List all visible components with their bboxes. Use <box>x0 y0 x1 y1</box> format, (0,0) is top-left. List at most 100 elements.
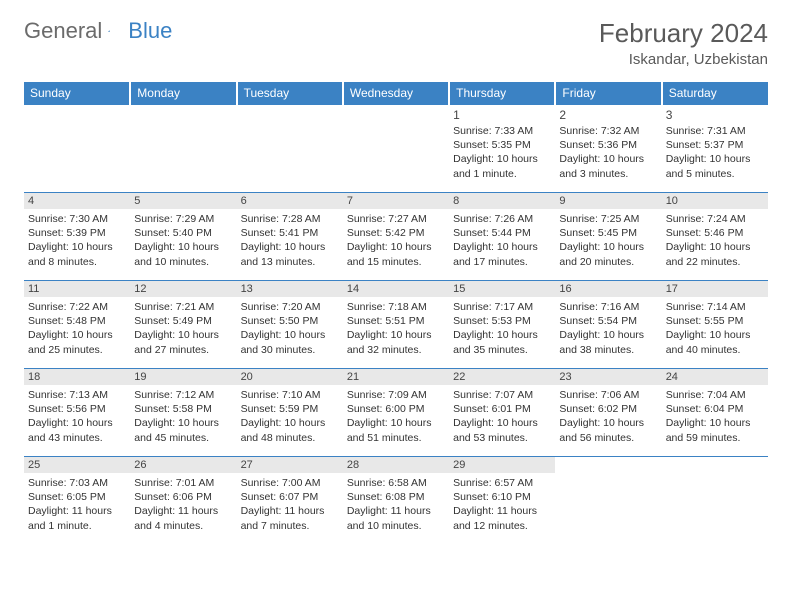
sunset-text: Sunset: 5:46 PM <box>666 226 764 240</box>
calendar-empty-cell <box>662 457 768 545</box>
calendar-day-cell: 13Sunrise: 7:20 AMSunset: 5:50 PMDayligh… <box>237 281 343 369</box>
day-number: 6 <box>237 193 343 209</box>
calendar-day-cell: 14 Sunrise: 7:18 AMSunset: 5:51 PMDayligh… <box>343 281 449 369</box>
calendar-day-cell: 18Sunrise: 7:13 AMSunset: 5:56 PMDayligh… <box>24 369 130 457</box>
calendar-week-row: 25Sunrise: 7:03 AMSunset: 6:05 PMDayligh… <box>24 457 768 545</box>
calendar-day-cell: 26Sunrise: 7:01 AMSunset: 6:06 PMDayligh… <box>130 457 236 545</box>
daylight-text: Daylight: 10 hours and 1 minute. <box>453 152 551 180</box>
day-info: Sunrise: 7:27 AMSunset: 5:42 PMDaylight:… <box>347 212 445 269</box>
day-number: 4 <box>24 193 130 209</box>
sunrise-text: Sunrise: 6:57 AM <box>453 476 551 490</box>
day-number: 23 <box>555 369 661 385</box>
daylight-text: Daylight: 10 hours and 56 minutes. <box>559 416 657 444</box>
daylight-text: Daylight: 10 hours and 5 minutes. <box>666 152 764 180</box>
sunrise-text: Sunrise: 7:30 AM <box>28 212 126 226</box>
calendar-day-cell: 21Sunrise: 7:09 AMSunset: 6:00 PMDayligh… <box>343 369 449 457</box>
daylight-text: Daylight: 11 hours and 1 minute. <box>28 504 126 532</box>
daylight-text: Daylight: 10 hours and 15 minutes. <box>347 240 445 268</box>
day-info: Sunrise: 7:10 AMSunset: 5:59 PMDaylight:… <box>241 388 339 445</box>
sunrise-text: Sunrise: 7:32 AM <box>559 124 657 138</box>
daylight-text: Daylight: 10 hours and 45 minutes. <box>134 416 232 444</box>
sunrise-text: Sunrise: 7:17 AM <box>453 300 551 314</box>
calendar-week-row: 4 Sunrise: 7:30 AMSunset: 5:39 PMDaylight… <box>24 193 768 281</box>
daylight-text: Daylight: 10 hours and 40 minutes. <box>666 328 764 356</box>
calendar-day-cell: 8Sunrise: 7:26 AMSunset: 5:44 PMDaylight… <box>449 193 555 281</box>
sunset-text: Sunset: 6:00 PM <box>347 402 445 416</box>
calendar-day-cell: 6 Sunrise: 7:28 AMSunset: 5:41 PMDaylight… <box>237 193 343 281</box>
day-info: Sunrise: 7:21 AMSunset: 5:49 PMDaylight:… <box>134 300 232 357</box>
day-number: 17 <box>662 281 768 297</box>
sunset-text: Sunset: 5:51 PM <box>347 314 445 328</box>
daylight-text: Daylight: 10 hours and 30 minutes. <box>241 328 339 356</box>
sunrise-text: Sunrise: 7:21 AM <box>134 300 232 314</box>
calendar-day-cell: 10Sunrise: 7:24 AMSunset: 5:46 PMDayligh… <box>662 193 768 281</box>
day-info: Sunrise: 7:00 AMSunset: 6:07 PMDaylight:… <box>241 476 339 533</box>
day-info: Sunrise: 7:30 AMSunset: 5:39 PMDaylight:… <box>28 212 126 269</box>
sunset-text: Sunset: 5:48 PM <box>28 314 126 328</box>
calendar-day-cell: 20 Sunrise: 7:10 AMSunset: 5:59 PMDayligh… <box>237 369 343 457</box>
day-number: 15 <box>449 281 555 297</box>
calendar-day-cell: 2Sunrise: 7:32 AMSunset: 5:36 PMDaylight… <box>555 105 661 193</box>
day-info: Sunrise: 7:16 AMSunset: 5:54 PMDaylight:… <box>559 300 657 357</box>
sunset-text: Sunset: 5:59 PM <box>241 402 339 416</box>
sunrise-text: Sunrise: 7:33 AM <box>453 124 551 138</box>
day-number: 14 <box>343 281 449 297</box>
day-number: 13 <box>237 281 343 297</box>
day-info: Sunrise: 7:25 AMSunset: 5:45 PMDaylight:… <box>559 212 657 269</box>
calendar-day-cell: 15 Sunrise: 7:17 AMSunset: 5:53 PMDayligh… <box>449 281 555 369</box>
weekday-header: Wednesday <box>343 82 449 105</box>
sunset-text: Sunset: 5:44 PM <box>453 226 551 240</box>
day-info: Sunrise: 7:13 AMSunset: 5:56 PMDaylight:… <box>28 388 126 445</box>
day-info: Sunrise: 7:18 AMSunset: 5:51 PMDaylight:… <box>347 300 445 357</box>
sunset-text: Sunset: 6:01 PM <box>453 402 551 416</box>
day-info: Sunrise: 7:09 AMSunset: 6:00 PMDaylight:… <box>347 388 445 445</box>
calendar-day-cell: 9Sunrise: 7:25 AMSunset: 5:45 PMDaylight… <box>555 193 661 281</box>
day-number: 7 <box>343 193 449 209</box>
daylight-text: Daylight: 10 hours and 35 minutes. <box>453 328 551 356</box>
daylight-text: Daylight: 11 hours and 12 minutes. <box>453 504 551 532</box>
day-number: 27 <box>237 457 343 473</box>
sunset-text: Sunset: 6:02 PM <box>559 402 657 416</box>
title-block: February 2024 Iskandar, Uzbekistan <box>599 18 768 68</box>
day-info: Sunrise: 7:01 AMSunset: 6:06 PMDaylight:… <box>134 476 232 533</box>
sunrise-text: Sunrise: 7:07 AM <box>453 388 551 402</box>
day-number: 24 <box>662 369 768 385</box>
day-number: 10 <box>662 193 768 209</box>
sunrise-text: Sunrise: 6:58 AM <box>347 476 445 490</box>
sunset-text: Sunset: 5:45 PM <box>559 226 657 240</box>
day-info: Sunrise: 7:28 AMSunset: 5:41 PMDaylight:… <box>241 212 339 269</box>
day-info: Sunrise: 7:07 AMSunset: 6:01 PMDaylight:… <box>453 388 551 445</box>
sunset-text: Sunset: 6:06 PM <box>134 490 232 504</box>
day-number: 28 <box>343 457 449 473</box>
day-number: 5 <box>130 193 236 209</box>
day-number: 29 <box>449 457 555 473</box>
sunset-text: Sunset: 5:55 PM <box>666 314 764 328</box>
calendar-day-cell: 5Sunrise: 7:29 AMSunset: 5:40 PMDaylight… <box>130 193 236 281</box>
sunset-text: Sunset: 5:36 PM <box>559 138 657 152</box>
daylight-text: Daylight: 11 hours and 7 minutes. <box>241 504 339 532</box>
sunset-text: Sunset: 5:56 PM <box>28 402 126 416</box>
daylight-text: Daylight: 10 hours and 20 minutes. <box>559 240 657 268</box>
daylight-text: Daylight: 10 hours and 43 minutes. <box>28 416 126 444</box>
day-info: Sunrise: 7:14 AMSunset: 5:55 PMDaylight:… <box>666 300 764 357</box>
sunset-text: Sunset: 5:53 PM <box>453 314 551 328</box>
day-info: Sunrise: 7:06 AMSunset: 6:02 PMDaylight:… <box>559 388 657 445</box>
day-number: 3 <box>666 108 764 122</box>
calendar-week-row: 1Sunrise: 7:33 AMSunset: 5:35 PMDaylight… <box>24 105 768 193</box>
weekday-header: Saturday <box>662 82 768 105</box>
day-number: 11 <box>24 281 130 297</box>
daylight-text: Daylight: 10 hours and 10 minutes. <box>134 240 232 268</box>
sunrise-text: Sunrise: 7:03 AM <box>28 476 126 490</box>
daylight-text: Daylight: 10 hours and 53 minutes. <box>453 416 551 444</box>
brand-blue: Blue <box>128 18 172 44</box>
calendar-empty-cell <box>237 105 343 193</box>
location: Iskandar, Uzbekistan <box>599 51 768 68</box>
day-number: 20 <box>237 369 343 385</box>
weekday-header: Thursday <box>449 82 555 105</box>
day-info: Sunrise: 7:32 AMSunset: 5:36 PMDaylight:… <box>559 124 657 181</box>
day-info: Sunrise: 6:58 AMSunset: 6:08 PMDaylight:… <box>347 476 445 533</box>
sunrise-text: Sunrise: 7:06 AM <box>559 388 657 402</box>
calendar-day-cell: 24Sunrise: 7:04 AMSunset: 6:04 PMDayligh… <box>662 369 768 457</box>
sunrise-text: Sunrise: 7:24 AM <box>666 212 764 226</box>
calendar-empty-cell <box>343 105 449 193</box>
